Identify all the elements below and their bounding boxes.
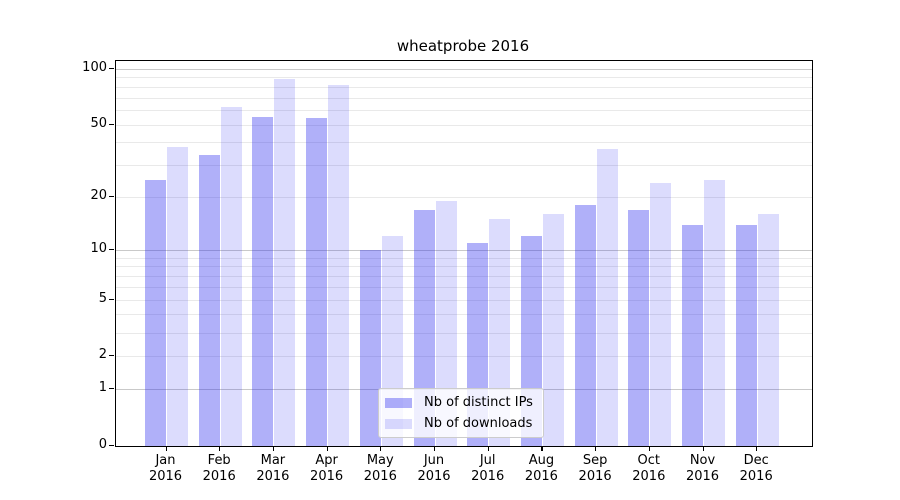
y-tick-label-5: 5 — [98, 290, 107, 306]
y-tick-mark-2 — [109, 355, 114, 357]
x-tick-mark-dec — [756, 446, 758, 451]
y-tick-mark-10 — [109, 249, 114, 251]
y-tick-mark-100 — [109, 67, 114, 69]
gridline-minor-3 — [116, 332, 812, 334]
bar-distinct-ips-dec — [735, 224, 757, 446]
x-tick-label-dec: Dec 2016 — [739, 453, 773, 484]
x-tick-mark-feb — [219, 446, 221, 451]
gridline-minor-40 — [116, 142, 812, 144]
x-tick-label-aug: Aug 2016 — [524, 453, 558, 484]
bar-downloads-aug — [542, 214, 564, 446]
bar-distinct-ips-may — [359, 250, 381, 446]
y-tick-mark-0 — [109, 445, 114, 447]
gridline-minor-30 — [116, 165, 812, 167]
plot-area — [115, 60, 813, 447]
gridline-minor-9 — [116, 257, 812, 259]
y-tick-label-0: 0 — [98, 437, 107, 452]
bar-distinct-ips-mar — [252, 116, 274, 446]
y-tick-mark-5 — [109, 298, 114, 300]
x-tick-mark-mar — [272, 446, 275, 451]
x-tick-mark-jun — [434, 446, 436, 451]
legend: Nb of distinct IPs Nb of downloads — [378, 388, 544, 438]
x-tick-mark-may — [380, 446, 382, 451]
y-tick-label-50: 50 — [90, 115, 107, 131]
x-tick-label-oct: Oct 2016 — [632, 453, 666, 484]
y-tick-label-2: 2 — [98, 347, 107, 363]
legend-label-downloads: Nb of downloads — [424, 416, 533, 431]
x-tick-mark-nov — [702, 446, 704, 451]
x-tick-mark-jan — [165, 446, 167, 451]
x-tick-label-jun: Jun 2016 — [417, 453, 451, 484]
x-tick-label-nov: Nov 2016 — [685, 453, 720, 484]
chart-title: wheatprobe 2016 — [396, 37, 530, 55]
bar-downloads-dec — [757, 214, 779, 446]
x-tick-mark-aug — [541, 446, 543, 451]
bar-distinct-ips-jun — [413, 209, 435, 446]
x-tick-label-feb: Feb 2016 — [202, 453, 236, 484]
bar-distinct-ips-apr — [306, 118, 328, 446]
bar-downloads-jun — [435, 201, 457, 446]
y-tick-label-20: 20 — [90, 188, 107, 204]
bar-distinct-ips-jan — [145, 179, 166, 446]
y-tick-label-1: 1 — [98, 380, 107, 396]
gridline-minor-60 — [116, 109, 812, 111]
y-tick-mark-1 — [109, 388, 114, 390]
gridline-minor-4 — [116, 314, 812, 316]
legend-item-distinct-ips: Nb of distinct IPs — [385, 394, 535, 411]
bar-downloads-sep — [596, 148, 618, 446]
gridline-minor-80 — [116, 86, 812, 88]
gridline-minor-90 — [116, 77, 812, 79]
legend-label-distinct-ips: Nb of distinct IPs — [424, 395, 533, 410]
gridline-major-100 — [116, 68, 812, 70]
bar-downloads-apr — [328, 84, 350, 446]
x-tick-label-jul: Jul 2016 — [471, 453, 505, 484]
x-tick-label-apr: Apr 2016 — [310, 453, 344, 484]
gridline-minor-6 — [116, 286, 812, 288]
gridline-minor-7 — [116, 276, 812, 277]
gridline-minor-8 — [116, 266, 812, 268]
x-tick-mark-apr — [326, 446, 328, 451]
gridline-minor-50 — [116, 124, 812, 126]
bar-distinct-ips-nov — [682, 224, 703, 446]
gridline-minor-70 — [116, 97, 812, 99]
bar-downloads-mar — [274, 79, 296, 446]
x-tick-mark-oct — [648, 446, 650, 451]
bar-downloads-jan — [167, 146, 188, 446]
x-tick-label-jan: Jan 2016 — [148, 453, 183, 484]
legend-swatch-downloads — [385, 418, 412, 429]
bar-distinct-ips-sep — [574, 205, 596, 446]
gridline-minor-5 — [116, 299, 812, 301]
x-tick-mark-jul — [487, 446, 489, 451]
bar-downloads-feb — [220, 107, 242, 446]
bar-distinct-ips-oct — [628, 209, 650, 446]
legend-swatch-distinct-ips — [385, 397, 412, 408]
gridline-minor-20 — [116, 197, 812, 199]
legend-item-downloads: Nb of downloads — [385, 415, 535, 432]
y-tick-mark-20 — [109, 196, 114, 198]
y-tick-label-10: 10 — [90, 241, 107, 256]
bar-distinct-ips-feb — [198, 155, 220, 446]
x-tick-mark-sep — [595, 446, 597, 451]
y-tick-label-100: 100 — [82, 59, 107, 75]
gridline-minor-2 — [116, 356, 812, 358]
x-tick-label-mar: Mar 2016 — [256, 453, 290, 484]
gridline-major-10 — [116, 250, 812, 251]
x-tick-label-sep: Sep 2016 — [578, 453, 612, 484]
bar-downloads-oct — [650, 182, 672, 446]
x-tick-label-may: May 2016 — [363, 453, 397, 484]
bar-downloads-nov — [704, 179, 725, 446]
y-tick-mark-50 — [109, 123, 114, 125]
